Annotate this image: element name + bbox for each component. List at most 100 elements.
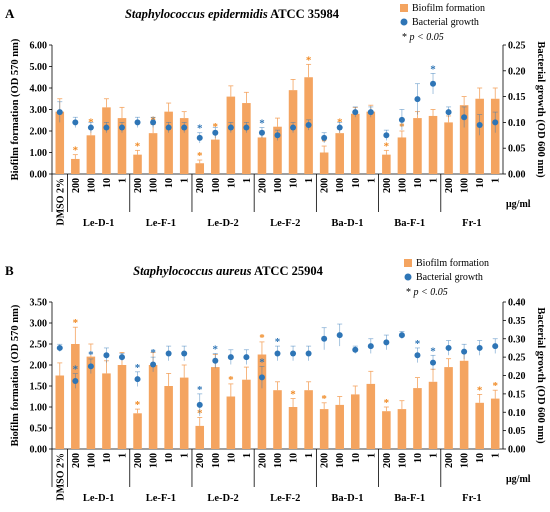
category-label: 1	[304, 453, 315, 458]
left-tick-label: 0.50	[30, 424, 48, 435]
growth-point	[290, 350, 297, 357]
category-label: 1	[429, 453, 440, 458]
growth-point	[87, 363, 94, 370]
biofilm-significance-star: *	[290, 389, 296, 401]
left-tick-label: 6.00	[30, 41, 48, 52]
right-tick-label: 0.05	[508, 426, 526, 437]
chart-title-strain: ATCC 35984	[268, 7, 340, 21]
right-tick-label: 0.10	[508, 118, 526, 129]
growth-point	[56, 109, 63, 116]
category-label: 1	[242, 453, 253, 458]
growth-point	[103, 124, 110, 131]
left-tick-label: 0.00	[30, 170, 48, 181]
growth-point	[414, 352, 421, 359]
panel-a-chart: A Staphylococcus epidermidis ATCC 35984 0.…	[5, 3, 546, 229]
group-label: Le-F-1	[146, 218, 176, 229]
right-tick-label: 0.25	[508, 41, 526, 52]
biofilm-bar	[117, 118, 127, 174]
growth-point	[227, 124, 234, 131]
biofilm-bar	[428, 381, 438, 449]
y2-axis-label: Bacterial growth (OD 600 nm)	[535, 41, 546, 178]
category-label: 100	[149, 453, 160, 468]
biofilm-significance-star: *	[306, 54, 312, 66]
category-label: 10	[413, 453, 424, 463]
biofilm-bar	[350, 394, 360, 449]
category-label: 100	[335, 453, 346, 468]
category-label: 100	[397, 453, 408, 468]
biofilm-bar	[382, 411, 391, 449]
category-label: 10	[351, 453, 362, 463]
biofilm-significance-star: *	[213, 121, 219, 133]
legend-significance-star: *	[402, 32, 410, 43]
biofilm-significance-star: *	[477, 384, 483, 396]
right-tick-label: 0.00	[508, 445, 526, 456]
biofilm-bar	[164, 386, 173, 449]
growth-point	[196, 134, 203, 141]
growth-point	[336, 332, 343, 339]
growth-point	[492, 343, 499, 350]
growth-point	[461, 348, 468, 355]
chart-title: Staphylococcus aureus ATCC 25904	[133, 264, 323, 278]
legend-significance-star: *	[406, 287, 414, 298]
category-label: 10	[102, 178, 113, 188]
category-label: 1	[366, 453, 377, 458]
category-label: 10	[351, 178, 362, 188]
left-tick-label: 2.50	[30, 340, 48, 351]
category-label: 200	[195, 453, 206, 468]
y-axis-label: Biofilm formation (OD 570 nm)	[10, 38, 21, 180]
growth-point	[321, 134, 328, 141]
growth-point	[258, 374, 265, 381]
category-label: 1	[117, 453, 128, 458]
biofilm-bar	[71, 158, 80, 174]
unit-label: μg/ml	[506, 474, 531, 485]
growth-significance-star: *	[73, 364, 79, 376]
biofilm-bar	[257, 137, 267, 174]
category-label: 200	[382, 178, 393, 193]
category-label: 200	[444, 178, 455, 193]
growth-point	[181, 350, 188, 357]
category-label: 200	[444, 453, 455, 468]
panel-label: A	[5, 6, 15, 21]
growth-point	[243, 124, 250, 131]
category-label: 100	[460, 453, 471, 468]
category-label: 100	[273, 178, 284, 193]
biofilm-bar	[133, 154, 142, 174]
legend-significance-text: p < 0.05	[409, 32, 444, 43]
right-tick-label: 0.15	[508, 92, 526, 103]
group-label: Ba-F-1	[394, 493, 425, 504]
biofilm-bar	[304, 390, 313, 449]
legend-dot-swatch	[400, 18, 408, 26]
growth-point	[398, 116, 405, 123]
chart-title-species: Staphylococcus epidermidis	[125, 7, 268, 21]
category-label: DMSO 2%	[55, 453, 66, 501]
growth-point	[72, 119, 79, 126]
left-tick-label: 2.00	[30, 361, 48, 372]
biofilm-bar	[366, 383, 376, 449]
growth-point	[165, 350, 172, 357]
biofilm-bar	[179, 118, 189, 174]
growth-point	[352, 346, 359, 353]
left-tick-label: 3.00	[30, 105, 48, 116]
growth-point	[336, 124, 343, 131]
panel-label: B	[5, 263, 14, 278]
growth-point	[165, 124, 172, 131]
category-label: 1	[180, 178, 191, 183]
category-label: 10	[413, 178, 424, 188]
biofilm-bar	[273, 390, 282, 449]
growth-point	[430, 359, 437, 366]
legend-bar-swatch	[400, 4, 408, 12]
biofilm-significance-star: *	[135, 399, 141, 411]
biofilm-bar	[413, 118, 422, 174]
growth-significance-star: *	[88, 349, 94, 361]
growth-point	[274, 350, 281, 357]
growth-significance-star: *	[150, 347, 156, 359]
legend-significance: * p < 0.05	[406, 287, 448, 298]
growth-significance-star: *	[275, 336, 281, 348]
growth-point	[430, 80, 437, 87]
group-label: Le-F-2	[270, 493, 300, 504]
category-label: 200	[320, 178, 331, 193]
growth-point	[352, 109, 359, 116]
growth-significance-star: *	[430, 63, 436, 75]
category-label: 1	[180, 453, 191, 458]
